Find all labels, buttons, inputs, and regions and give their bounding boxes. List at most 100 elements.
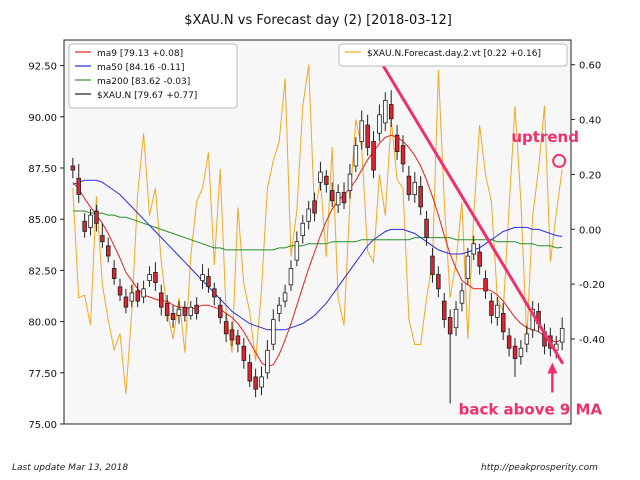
candle-body (430, 255, 435, 275)
candle-body (223, 321, 229, 335)
y-left-tick-label: 80.00 (28, 318, 57, 329)
trendline-layer (377, 57, 564, 365)
candle-body (247, 362, 252, 382)
candle-body (194, 304, 199, 314)
last-update-text: Last update Mar 13, 2018 (12, 463, 129, 473)
candle-body (282, 292, 288, 302)
candle-body (300, 222, 305, 237)
candle-body (318, 171, 323, 183)
y-right-tick-label: 0.20 (579, 170, 601, 181)
y-right-tick-label: 0.40 (579, 116, 601, 127)
candle-body (147, 274, 152, 281)
y-left-tick-label: 82.50 (28, 266, 57, 277)
candle-body (459, 290, 465, 304)
candle-body (347, 173, 353, 191)
candle-body (512, 345, 518, 359)
chart-title: $XAU.N vs Forecast day (2) [2018-03-12] (184, 13, 452, 28)
y-left-tick-label: 77.50 (28, 369, 57, 380)
candle-body (335, 192, 341, 206)
candle-body (235, 335, 241, 345)
candle-body (200, 274, 205, 281)
candle-body (182, 306, 188, 316)
legend-label: ma9 [79.13 +0.08] (97, 49, 183, 59)
moving-averages (72, 134, 563, 368)
axes: 75.00 77.50 80.00 82.50 85.00 87.50 90.00 92.50… (28, 61, 605, 431)
legend-label: $XAU.N [79.67 +0.77] (97, 91, 197, 101)
candle-body (271, 319, 276, 345)
candle-body (388, 104, 394, 120)
candle-body (106, 245, 111, 257)
arrow-up-icon (547, 362, 558, 374)
candle-body (400, 145, 406, 165)
candle-body (217, 304, 223, 318)
candle-body (394, 134, 400, 152)
candle-body (170, 312, 176, 320)
candle-body (383, 100, 388, 124)
y-left-tick-label: 85.00 (28, 215, 57, 226)
source-url-text: http://peakprosperity.com (481, 463, 598, 473)
candle-body (365, 124, 370, 148)
annotations: uptrend back above 9 MA (459, 128, 603, 419)
candle-body (453, 308, 459, 329)
y-right-tick-label: -0.20 (579, 280, 605, 291)
candle-body (441, 300, 447, 320)
candle-body (465, 255, 471, 280)
candle-body (506, 335, 512, 349)
candle-body (158, 292, 164, 308)
y-right-tick-label: -0.40 (579, 335, 605, 346)
legend-left-box (68, 43, 238, 109)
legends: ma9 [79.13 +0.08] ma50 [84.16 -0.11] ma200… (68, 43, 568, 109)
candle-body (100, 235, 105, 243)
candle-body (406, 175, 412, 195)
candle-body (176, 308, 182, 316)
candle-body (212, 288, 217, 298)
candle-body (447, 317, 453, 335)
candle-body (471, 243, 476, 255)
candle-body (312, 200, 317, 214)
candle-body (129, 292, 135, 302)
candle-body (164, 302, 170, 316)
ma50-line (72, 179, 563, 331)
candle-body (418, 185, 423, 208)
candle-body (265, 349, 270, 374)
candle-body (123, 296, 129, 308)
candlesticks (70, 90, 565, 404)
y-left-tick-label: 90.00 (28, 113, 57, 124)
candle-body (153, 271, 158, 283)
uptrend-circle (552, 153, 567, 168)
y-left-tick-label: 87.50 (28, 164, 57, 175)
candle-body (229, 329, 235, 341)
back-above-label: back above 9 MA (459, 400, 603, 418)
candle-body (489, 300, 494, 316)
candle-body (353, 145, 359, 167)
candle-body (483, 278, 488, 292)
candle-body (477, 251, 482, 267)
candle-body (253, 376, 258, 390)
candle-body (241, 345, 247, 361)
candle-body (206, 276, 211, 288)
candle-body (111, 267, 117, 279)
candle-body (141, 288, 146, 298)
y-right-tick-label: 0.60 (579, 61, 601, 72)
candle-body (412, 181, 417, 196)
y-right-tick-label: 0.00 (579, 225, 601, 236)
candle-body (276, 304, 282, 314)
candle-body (82, 220, 87, 232)
candle-body (524, 333, 530, 345)
candle-body (329, 190, 335, 202)
candle-body (518, 347, 524, 357)
candle-body (70, 165, 76, 171)
y-left-tick-label: 92.50 (28, 62, 57, 73)
candle-body (424, 218, 429, 238)
candle-body (559, 327, 565, 343)
legend-label: ma200 [83.62 -0.03] (97, 77, 190, 87)
candle-body (117, 286, 123, 296)
candle-body (306, 208, 311, 222)
candle-body (371, 140, 376, 171)
uptrend-label: uptrend (511, 128, 579, 146)
forecast-series (72, 64, 563, 394)
candle-body (436, 274, 441, 290)
legend-label: ma50 [84.16 -0.11] (97, 63, 185, 73)
legend-right-box (338, 43, 568, 67)
